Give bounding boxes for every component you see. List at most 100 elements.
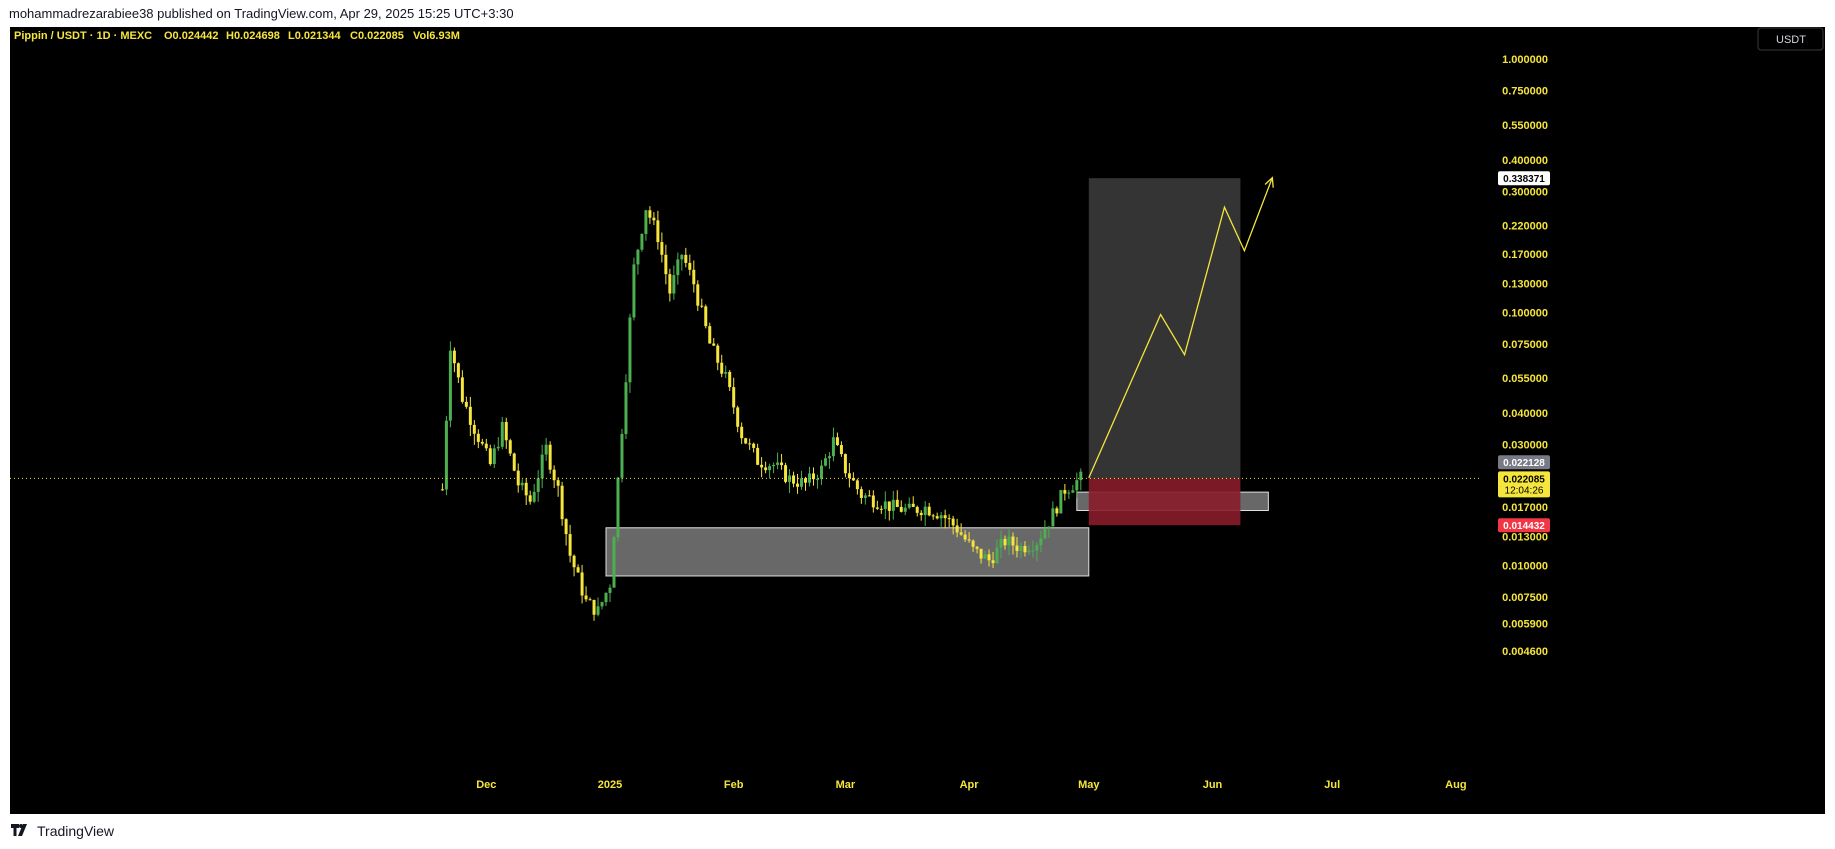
long-position-target-zone[interactable]	[1088, 178, 1241, 479]
candle[interactable]	[776, 452, 780, 470]
candle[interactable]	[951, 515, 955, 535]
footer-brand[interactable]: TradingView	[9, 823, 114, 839]
candle[interactable]	[488, 444, 492, 466]
candle[interactable]	[540, 444, 544, 489]
candle[interactable]	[847, 463, 851, 488]
candle[interactable]	[524, 478, 528, 505]
candle[interactable]	[879, 505, 883, 514]
candle[interactable]	[903, 503, 907, 516]
candle[interactable]	[512, 452, 516, 472]
candle[interactable]	[815, 474, 819, 489]
candle[interactable]	[688, 254, 692, 276]
candle[interactable]	[608, 584, 612, 602]
candle[interactable]	[452, 347, 456, 373]
candle[interactable]	[780, 454, 784, 470]
candle[interactable]	[1015, 537, 1019, 558]
candle[interactable]	[987, 549, 991, 567]
projection-path[interactable]	[1088, 177, 1273, 479]
candle[interactable]	[760, 457, 764, 478]
candle[interactable]	[472, 420, 476, 445]
candle[interactable]	[636, 248, 640, 275]
candle[interactable]	[1059, 489, 1063, 514]
candle[interactable]	[796, 473, 800, 494]
candle[interactable]	[859, 486, 863, 504]
candle[interactable]	[935, 512, 939, 520]
long-position-stop-zone[interactable]	[1088, 478, 1241, 526]
candle[interactable]	[875, 500, 879, 510]
candle[interactable]	[983, 550, 987, 559]
candle[interactable]	[784, 462, 788, 484]
candle[interactable]	[843, 453, 847, 478]
candle[interactable]	[588, 597, 592, 601]
candle[interactable]	[943, 509, 947, 529]
candle[interactable]	[520, 479, 524, 491]
candle[interactable]	[955, 518, 959, 538]
candle[interactable]	[1039, 530, 1043, 553]
candle[interactable]	[1071, 484, 1075, 493]
candle[interactable]	[712, 337, 716, 346]
candle[interactable]	[1047, 526, 1051, 538]
candle[interactable]	[592, 599, 596, 621]
candle[interactable]	[867, 490, 871, 497]
candle[interactable]	[923, 501, 927, 526]
candle[interactable]	[1027, 545, 1031, 555]
candle[interactable]	[891, 490, 895, 520]
candle[interactable]	[1031, 540, 1035, 558]
candle[interactable]	[839, 441, 843, 457]
candle[interactable]	[580, 564, 584, 604]
candle[interactable]	[971, 539, 975, 552]
candle[interactable]	[927, 502, 931, 517]
candle[interactable]	[975, 546, 979, 554]
candle[interactable]	[576, 564, 580, 573]
candle[interactable]	[624, 374, 628, 440]
candle[interactable]	[907, 497, 911, 510]
candle[interactable]	[1023, 541, 1027, 557]
candle[interactable]	[963, 530, 967, 542]
candle[interactable]	[696, 280, 700, 311]
candle[interactable]	[1075, 472, 1079, 499]
candle[interactable]	[552, 465, 556, 489]
candle[interactable]	[740, 422, 744, 444]
candle[interactable]	[744, 437, 748, 445]
candle[interactable]	[672, 265, 676, 300]
candle[interactable]	[808, 466, 811, 487]
candle[interactable]	[895, 490, 899, 508]
candle[interactable]	[959, 523, 963, 536]
candle[interactable]	[564, 518, 568, 546]
candle[interactable]	[456, 362, 460, 384]
candle[interactable]	[536, 470, 540, 502]
candle[interactable]	[464, 396, 468, 409]
candle[interactable]	[1067, 489, 1071, 499]
candle[interactable]	[716, 343, 720, 371]
candle[interactable]	[899, 500, 903, 513]
candle[interactable]	[568, 524, 572, 563]
candle[interactable]	[835, 432, 839, 446]
candle[interactable]	[500, 416, 504, 450]
candle[interactable]	[883, 491, 887, 520]
candle[interactable]	[528, 490, 532, 505]
candle[interactable]	[764, 461, 768, 474]
candle[interactable]	[1035, 542, 1039, 562]
candle[interactable]	[648, 206, 652, 224]
candle[interactable]	[480, 438, 484, 446]
candle[interactable]	[871, 490, 875, 513]
candle[interactable]	[560, 481, 564, 526]
candle[interactable]	[544, 437, 548, 461]
candle[interactable]	[939, 511, 943, 528]
candle[interactable]	[704, 304, 708, 329]
candle[interactable]	[496, 437, 500, 451]
candle[interactable]	[492, 444, 496, 468]
candle[interactable]	[584, 586, 588, 602]
candle[interactable]	[632, 257, 636, 321]
candle[interactable]	[620, 428, 624, 483]
candle[interactable]	[887, 501, 891, 521]
candle[interactable]	[851, 472, 855, 481]
chart-panel[interactable]: 1.000000 0.750000 0.550000 0.400000 0.300000…	[10, 27, 1825, 814]
candle[interactable]	[911, 496, 915, 508]
candle[interactable]	[772, 462, 776, 474]
candle[interactable]	[855, 478, 859, 495]
candle[interactable]	[752, 442, 756, 453]
candle[interactable]	[768, 463, 772, 479]
candle[interactable]	[504, 417, 508, 449]
candle[interactable]	[684, 247, 688, 268]
